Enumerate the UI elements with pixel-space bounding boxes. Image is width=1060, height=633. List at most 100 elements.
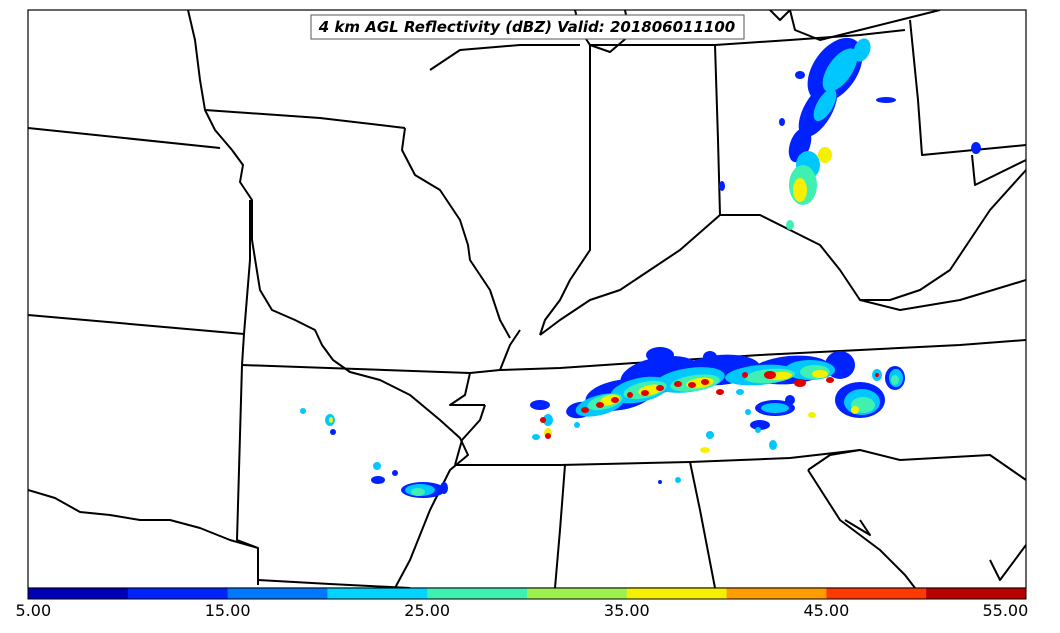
map-title: 4 km AGL Reflectivity (dBZ) Valid: 20180… xyxy=(318,18,735,36)
echo-cell xyxy=(813,88,837,122)
echo-cell xyxy=(656,385,664,391)
echo-cell xyxy=(785,395,795,405)
echo-cell xyxy=(812,370,828,378)
title-box xyxy=(310,14,745,40)
border-ia-mo xyxy=(28,127,221,149)
lake-erie xyxy=(789,10,941,41)
echo-cell xyxy=(795,71,805,79)
echo-cell xyxy=(745,409,751,415)
colorbar-tick-label: 35.00 xyxy=(603,601,650,620)
mississippi-river xyxy=(187,10,469,588)
echo-cell xyxy=(808,412,816,418)
echo-cell xyxy=(822,48,858,92)
echo-cell xyxy=(736,389,744,395)
echo-cell xyxy=(761,403,789,413)
colorbar xyxy=(28,588,1027,599)
echo-cell xyxy=(373,462,381,470)
colorbar-segment xyxy=(926,588,1027,599)
colorbar-tick-label: 5.00 xyxy=(15,601,52,620)
border-mi xyxy=(590,29,906,46)
echo-cell xyxy=(818,147,832,163)
echo-cell xyxy=(530,400,550,410)
colorbar-tick-label: 25.00 xyxy=(404,601,451,620)
echo-cell xyxy=(674,381,682,387)
echo-cell xyxy=(532,434,540,440)
coast-fragment xyxy=(989,544,1026,581)
echo-cell xyxy=(646,347,674,363)
echo-cell xyxy=(742,372,748,378)
red-river xyxy=(28,489,259,549)
colorbar-tick-label: 15.00 xyxy=(204,601,251,620)
echo-cell xyxy=(300,408,306,414)
echo-cell xyxy=(779,118,785,126)
colorbar-segment xyxy=(28,588,129,599)
coast-fragment-2 xyxy=(844,519,871,536)
border-mo-ks xyxy=(241,200,251,366)
echo-cell xyxy=(611,397,619,403)
echo-cell xyxy=(851,406,859,414)
border-al-ga xyxy=(689,461,716,588)
echo-cell xyxy=(540,417,546,423)
border-mo-ar xyxy=(241,364,485,406)
echo-cell xyxy=(891,375,899,385)
colorbar-segment xyxy=(527,588,628,599)
echo-cell xyxy=(411,488,425,496)
colorbar-segment xyxy=(227,588,328,599)
colorbar-tick-label: 55.00 xyxy=(982,601,1029,620)
colorbar-segment xyxy=(626,588,728,599)
tn-west xyxy=(454,404,486,466)
border-wi-il xyxy=(429,44,580,71)
border-ia-il xyxy=(204,109,406,129)
echo-cell xyxy=(719,181,725,191)
colorbar-segment xyxy=(127,588,229,599)
echo-cell xyxy=(876,97,896,103)
echo-cell xyxy=(853,38,871,62)
border-nc-sc xyxy=(807,449,1026,481)
echo-cell xyxy=(627,392,633,398)
border-ne-ks xyxy=(28,314,245,335)
border-ky-tn xyxy=(499,339,1026,371)
colorbar-segment xyxy=(726,588,827,599)
echo-cell xyxy=(703,351,717,363)
echo-cell xyxy=(329,417,333,423)
echo-cell xyxy=(764,371,776,379)
colorbar-segment xyxy=(826,588,927,599)
echo-cell xyxy=(658,480,662,484)
echo-cell xyxy=(330,429,336,435)
mi-shore xyxy=(769,10,791,21)
colorbar-segment xyxy=(427,588,528,599)
border-ms-al xyxy=(554,464,566,588)
state-boundaries xyxy=(28,10,1026,588)
echo-cell xyxy=(793,178,807,202)
echo-cell xyxy=(545,433,551,439)
border-va xyxy=(859,279,1026,311)
echo-cell xyxy=(875,373,879,377)
radar-echoes xyxy=(300,37,981,498)
colorbar-segment xyxy=(327,588,428,599)
echo-cell xyxy=(750,420,770,430)
bootheel xyxy=(469,329,521,374)
illinois-west xyxy=(401,127,511,339)
border-wv xyxy=(971,154,1026,186)
echo-cell xyxy=(826,377,834,383)
colorbar-frame xyxy=(27,587,1027,600)
border-in-oh xyxy=(714,44,721,216)
echo-cell xyxy=(794,379,806,387)
echo-cell xyxy=(675,477,681,483)
echo-cell xyxy=(786,220,794,230)
echo-cell xyxy=(440,482,448,494)
echo-cell xyxy=(971,142,981,154)
echo-cell xyxy=(769,440,777,450)
echo-cell xyxy=(596,402,604,408)
echo-cell xyxy=(755,427,761,433)
echo-cell xyxy=(701,379,709,385)
echo-cell xyxy=(688,382,696,388)
echo-cell xyxy=(392,470,398,476)
echo-cell xyxy=(641,390,649,396)
echo-cell xyxy=(574,422,580,428)
echo-cell xyxy=(543,414,553,426)
border-il-in xyxy=(539,45,591,336)
echo-cell xyxy=(706,431,714,439)
colorbar-tick-label: 45.00 xyxy=(803,601,850,620)
